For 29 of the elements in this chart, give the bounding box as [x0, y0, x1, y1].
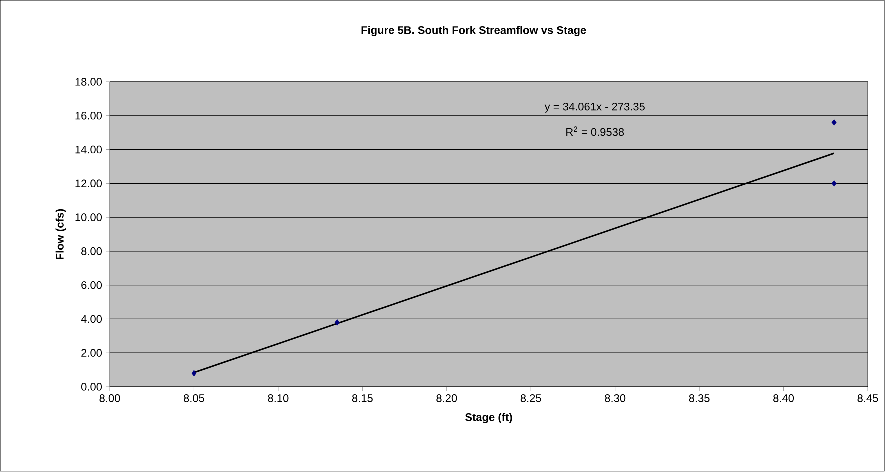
x-axis-title: Stage (ft) [465, 413, 512, 424]
point [832, 119, 837, 126]
x-tick-label: 8.05 [184, 394, 204, 402]
y-tick-label: 12.00 [76, 180, 102, 188]
chart-title: Figure 5B. South Fork Streamflow vs Stage [362, 26, 586, 36]
y-tick-label: 14.00 [76, 146, 102, 154]
y-tick-label: 8.00 [82, 248, 102, 256]
x-tick-label: 8.15 [352, 394, 373, 402]
y-axis-title: Flow (cfs) [56, 209, 66, 260]
point [192, 370, 197, 377]
y-tick-label: 18.00 [76, 78, 102, 86]
y-tick-label: 4.00 [81, 315, 102, 324]
x-tick-label: 8.10 [268, 394, 289, 402]
x-tick-label: 8.40 [774, 394, 794, 402]
x-tick-label: 8.30 [605, 394, 626, 402]
point [832, 180, 837, 187]
x-tick-label: 8.35 [689, 394, 710, 402]
y-tick-label: 16.00 [76, 112, 102, 120]
annotation: R$^{2}$ = 0.9538 [566, 126, 624, 136]
x-tick-label: 8.20 [436, 394, 458, 402]
x-tick-label: 8.45 [858, 394, 878, 402]
y-tick-label: 2.00 [82, 349, 102, 358]
y-tick-label: 6.00 [82, 281, 102, 290]
x-tick-label: 8.00 [100, 394, 120, 402]
point [334, 319, 340, 326]
y-tick-label: 10.00 [76, 214, 102, 222]
y-tick-label: 0.00 [81, 383, 102, 391]
annotation: y = 34.061x - 273.35 [544, 102, 645, 113]
x-tick-label: 8.25 [520, 394, 542, 402]
